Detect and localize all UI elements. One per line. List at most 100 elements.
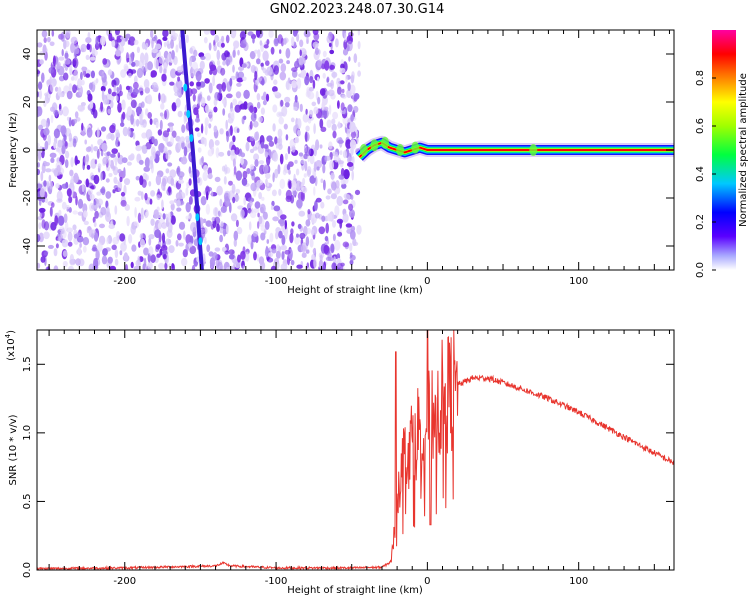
noise-blob <box>55 243 59 249</box>
noise-blob <box>74 48 78 55</box>
noise-blob <box>209 257 216 268</box>
noise-blob <box>252 230 259 237</box>
noise-blob <box>150 70 157 78</box>
noise-blob <box>106 151 111 156</box>
snr-y-multiplier: (x104) <box>4 330 17 361</box>
noise-blob <box>180 156 188 165</box>
noise-blob <box>303 173 307 178</box>
noise-blob <box>159 248 163 256</box>
noise-blob <box>232 40 240 49</box>
noise-blob <box>322 108 329 119</box>
noise-blob <box>39 212 42 219</box>
noise-blob <box>340 80 345 85</box>
noise-blob <box>50 106 56 112</box>
trace-peak <box>189 134 194 142</box>
noise-blob <box>357 40 361 50</box>
noise-blob <box>270 265 277 270</box>
noise-blob <box>178 179 185 184</box>
noise-blob <box>173 55 178 66</box>
noise-blob <box>337 86 342 95</box>
noise-blob <box>196 132 201 138</box>
noise-blob <box>67 231 73 242</box>
noise-blob <box>123 252 129 262</box>
noise-blob <box>213 125 218 133</box>
noise-blob <box>141 65 146 73</box>
noise-blob <box>114 258 119 266</box>
noise-blob <box>175 98 181 108</box>
noise-blob <box>237 205 244 210</box>
noise-blob <box>142 263 146 270</box>
noise-blob <box>90 144 94 153</box>
noise-blob <box>196 81 202 87</box>
noise-blob <box>305 249 310 254</box>
noise-blob <box>232 158 236 168</box>
noise-blob <box>93 200 97 206</box>
noise-blob <box>151 146 156 158</box>
noise-blob <box>253 49 259 54</box>
noise-blob <box>141 132 147 139</box>
noise-blob <box>60 125 67 135</box>
noise-blob <box>247 31 254 36</box>
noise-blob <box>96 148 100 159</box>
noise-blob <box>283 123 288 130</box>
noise-blob <box>292 30 298 37</box>
noise-blob <box>58 109 63 116</box>
noise-blob <box>53 169 59 176</box>
noise-blob <box>271 248 277 254</box>
noise-blob <box>332 130 337 139</box>
noise-blob <box>279 49 282 54</box>
noise-blob <box>163 254 167 260</box>
noise-blob <box>237 49 240 56</box>
noise-blob <box>313 106 319 115</box>
noise-blob <box>49 41 55 47</box>
noise-blob <box>38 222 42 230</box>
noise-blob <box>198 94 202 100</box>
noise-blob <box>280 263 288 270</box>
noise-blob <box>291 36 295 47</box>
noise-blob <box>277 138 281 144</box>
noise-blob <box>143 166 150 172</box>
noise-blob <box>314 212 320 219</box>
noise-blob <box>274 258 280 265</box>
noise-blob <box>278 188 282 196</box>
noise-blob <box>349 84 356 95</box>
noise-blob <box>206 244 211 253</box>
noise-blob <box>68 132 73 142</box>
noise-blob <box>230 213 238 222</box>
noise-blob <box>66 227 73 233</box>
noise-blob <box>70 157 74 168</box>
noise-blob <box>122 111 126 120</box>
noise-blob <box>85 178 90 188</box>
noise-blob <box>259 40 263 46</box>
noise-blob <box>132 88 139 95</box>
noise-blob <box>93 146 99 152</box>
noise-blob <box>119 176 123 183</box>
noise-blob <box>159 112 164 117</box>
noise-blob <box>96 191 102 196</box>
noise-blob <box>203 37 208 44</box>
noise-blob <box>213 106 218 113</box>
noise-blob <box>327 213 333 222</box>
noise-blob <box>347 40 353 52</box>
noise-blob <box>276 111 283 118</box>
noise-blob <box>155 59 159 70</box>
noise-blob <box>137 255 141 266</box>
noise-blob <box>332 111 339 120</box>
noise-blob <box>256 93 261 101</box>
noise-blob <box>313 257 317 269</box>
noise-blob <box>102 156 108 165</box>
noise-blob <box>167 122 174 127</box>
noise-blob <box>327 257 334 262</box>
noise-blob <box>199 60 205 70</box>
noise-blob <box>329 49 335 55</box>
noise-blob <box>294 136 300 144</box>
noise-blob <box>161 232 166 244</box>
noise-blob <box>167 162 173 167</box>
noise-blob <box>280 99 284 107</box>
noise-blob <box>171 50 175 60</box>
noise-blob <box>85 37 92 44</box>
noise-blob <box>126 161 132 166</box>
noise-blob <box>277 164 281 175</box>
noise-blob <box>339 150 343 156</box>
noise-blob <box>203 164 209 172</box>
